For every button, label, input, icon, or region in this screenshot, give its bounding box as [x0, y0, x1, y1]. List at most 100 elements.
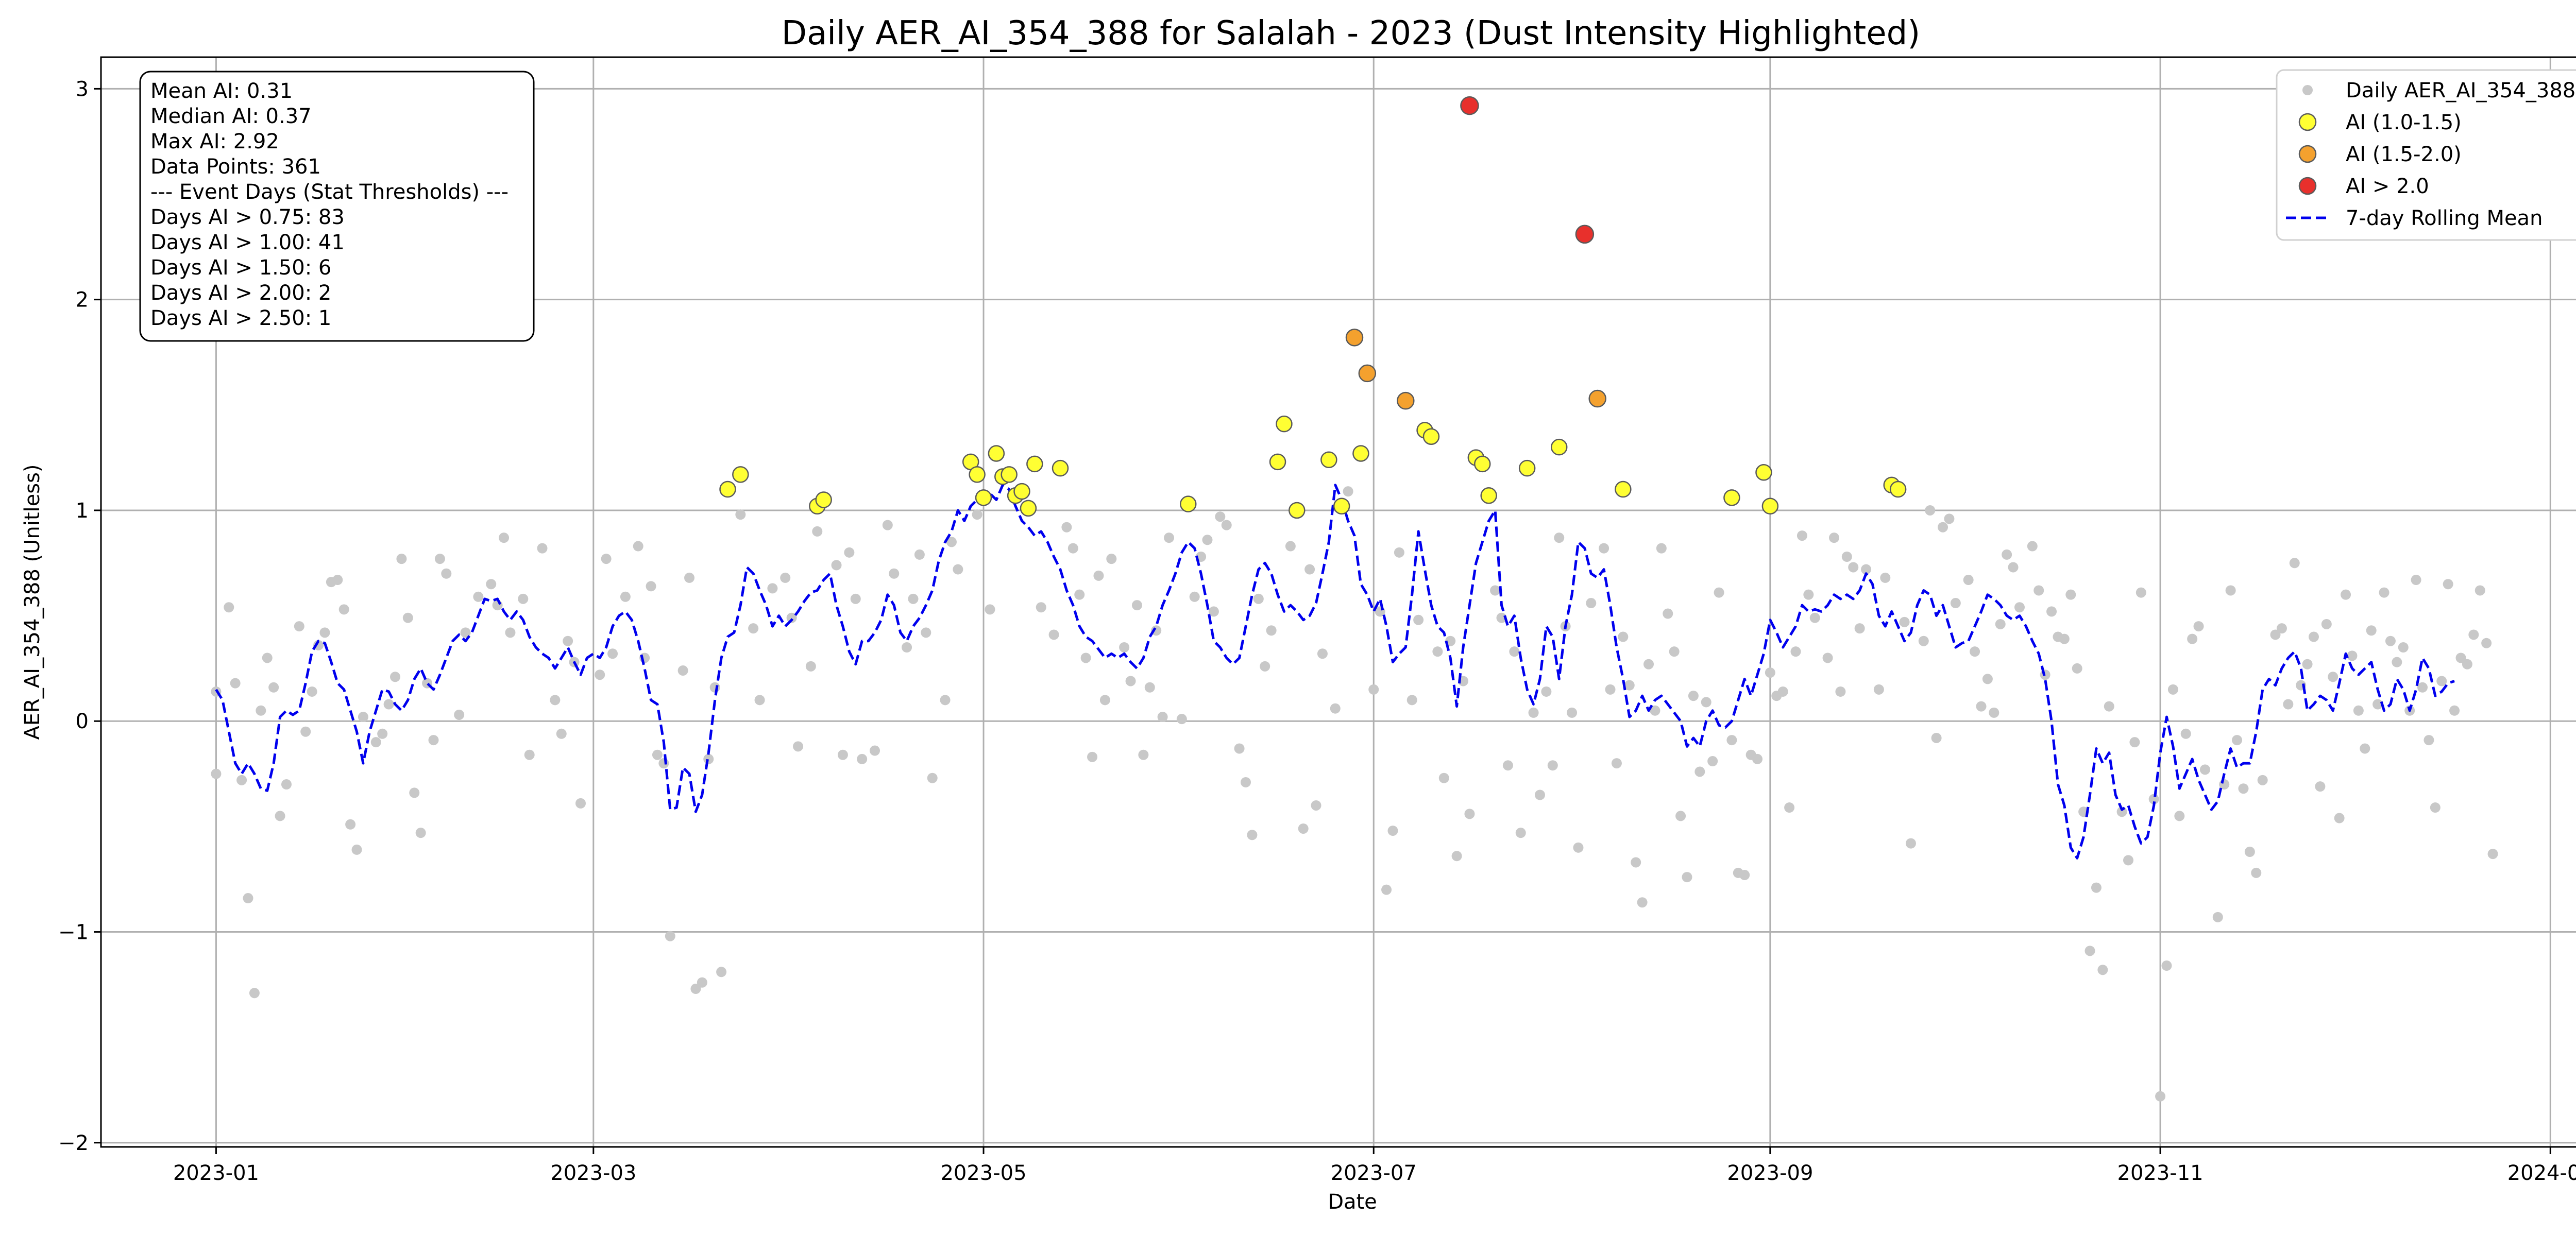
daily-point [370, 737, 381, 748]
daily-point [1656, 543, 1667, 554]
daily-point [249, 988, 260, 999]
daily-point [914, 549, 925, 560]
daily-point [575, 798, 586, 809]
daily-point [748, 623, 759, 634]
daily-point [2353, 705, 2364, 716]
daily-point [2449, 705, 2460, 716]
y-tick-label: 0 [76, 710, 89, 733]
daily-point [563, 636, 573, 646]
daily-point [2091, 882, 2102, 893]
daily-point [1087, 751, 1098, 762]
stats-line: Days AI > 1.00: 41 [150, 231, 345, 254]
daily-point [633, 541, 643, 552]
moderate-event-point [1889, 480, 1907, 498]
daily-point [2270, 629, 2281, 640]
daily-point [1554, 533, 1565, 543]
daily-point [402, 612, 413, 623]
daily-point [2347, 650, 2358, 661]
daily-point [812, 526, 823, 537]
high-event-point [1588, 389, 1606, 408]
daily-point [1682, 872, 1692, 883]
daily-point [1694, 766, 1705, 777]
daily-point [1938, 522, 1948, 533]
daily-point [1637, 897, 1648, 908]
daily-point [1074, 589, 1085, 600]
daily-point [2193, 621, 2204, 632]
moderate-event-point [1352, 445, 1369, 462]
moderate-event-point [1020, 500, 1037, 517]
daily-point [716, 967, 727, 977]
daily-point [1784, 802, 1795, 813]
daily-point [1176, 714, 1187, 725]
daily-point [684, 572, 695, 583]
daily-point [383, 699, 394, 710]
daily-point [1080, 653, 1091, 663]
daily-point [441, 568, 452, 579]
daily-point [243, 893, 253, 904]
event-points-layer [719, 96, 1907, 519]
daily-point [2174, 811, 2185, 821]
daily-point [1739, 870, 1750, 881]
daily-point [1567, 707, 1578, 718]
daily-point [2059, 633, 2070, 644]
x-tick-label: 2023-07 [1331, 1161, 1417, 1185]
daily-point [1528, 707, 1539, 718]
moderate-event-point [1518, 459, 1536, 477]
daily-point [1586, 598, 1597, 609]
daily-point [1413, 614, 1424, 625]
daily-point [2436, 676, 2447, 686]
daily-point [1138, 749, 1149, 760]
daily-point [1157, 712, 1168, 723]
daily-point [2398, 642, 2409, 653]
daily-point [1611, 758, 1622, 769]
daily-point [1234, 743, 1245, 754]
daily-point [1438, 772, 1449, 783]
daily-point [460, 627, 471, 638]
daily-point [2302, 659, 2313, 670]
stats-line: Median AI: 0.37 [150, 105, 312, 128]
daily-point [665, 931, 675, 941]
daily-point [1387, 826, 1398, 836]
daily-point [236, 775, 247, 785]
daily-point [1925, 505, 1936, 516]
daily-point [2129, 737, 2140, 748]
moderate-event-point [1269, 453, 1286, 471]
daily-point [2155, 1091, 2166, 1102]
daily-point [1950, 598, 1961, 609]
daily-point [1164, 533, 1175, 543]
daily-point [2481, 638, 2492, 648]
daily-point [805, 661, 816, 672]
daily-point [1368, 684, 1379, 695]
x-axis-label: Date [1328, 1190, 1377, 1214]
daily-point [1976, 701, 1987, 712]
moderate-event-point [719, 480, 736, 498]
legend-label: AI > 2.0 [2346, 175, 2429, 198]
legend-swatch-dot-yellow [2298, 113, 2317, 131]
daily-point [499, 533, 510, 543]
daily-point [1835, 686, 1846, 697]
legend: Daily AER_AI_354_388 AI (1.0-1.5) AI (1.5-… [2276, 69, 2576, 241]
daily-point [2212, 912, 2223, 922]
daily-point [2430, 802, 2441, 813]
high-event-point [1397, 391, 1415, 410]
daily-point [1624, 680, 1635, 691]
daily-point [2072, 663, 2082, 674]
daily-point [1330, 703, 1341, 714]
daily-point [857, 753, 868, 764]
daily-point [908, 593, 919, 604]
daily-point [1247, 830, 1258, 840]
daily-point [870, 745, 880, 756]
daily-point [2360, 743, 2370, 754]
legend-swatch-dot-orange [2298, 145, 2317, 163]
daily-point [230, 678, 241, 689]
daily-point [1989, 707, 1999, 718]
daily-point [985, 604, 995, 615]
daily-point [690, 984, 701, 994]
y-axis-label: AER_AI_354_388 (Unitless) [21, 464, 44, 740]
grid-layer [101, 57, 2576, 1147]
daily-point [735, 509, 746, 520]
daily-point [1599, 543, 1609, 554]
stats-box-frame [139, 71, 535, 342]
daily-point [1432, 646, 1443, 657]
daily-point [1982, 674, 1993, 684]
